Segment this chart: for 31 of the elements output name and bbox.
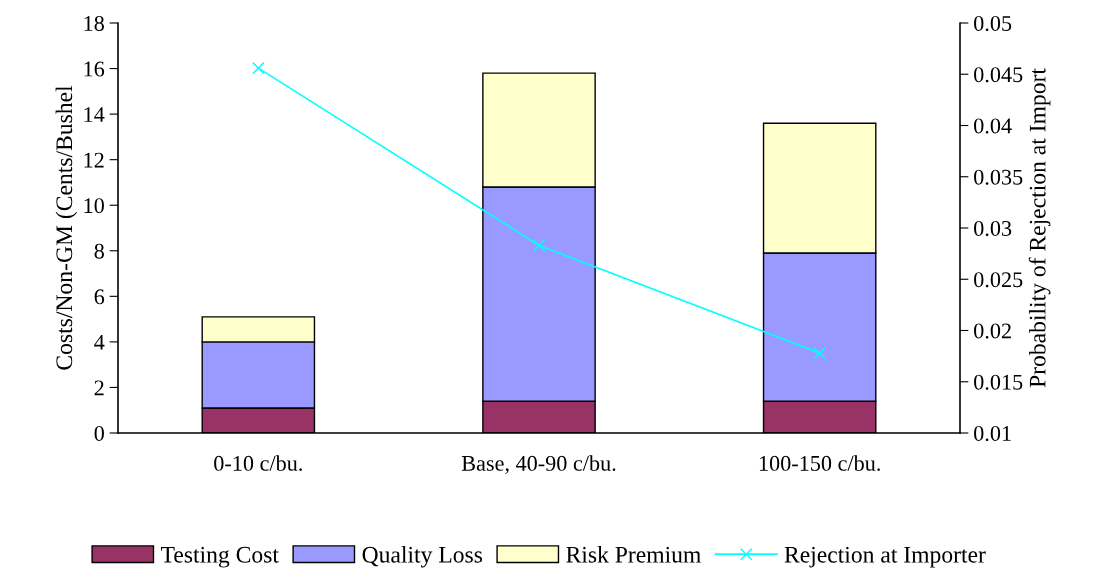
- y2-tick-label: 0.015: [974, 374, 1023, 390]
- point: [252, 61, 265, 75]
- x-tick-label: 100-150 c/bu.: [759, 455, 880, 471]
- y-axis-title: Costs/Non-GM (Cents/Bushel: [55, 85, 78, 370]
- y2-tick-label: 0.025: [974, 272, 1023, 288]
- legend-label: Testing Cost: [161, 546, 279, 568]
- y2-tick-label: 0.01: [974, 425, 1011, 442]
- y-tick-label: 10: [84, 198, 104, 214]
- legend-label: Rejection at Importer: [784, 546, 986, 568]
- x-tick-label: Base, 40-90 c/bu.: [461, 455, 616, 475]
- y-tick-label: 4: [94, 334, 105, 350]
- y2-tick-label: 0.05: [974, 15, 1012, 32]
- y2-axis-title: Probability of Rejection at Import: [1028, 68, 1051, 388]
- y-tick-label: 2: [94, 380, 104, 396]
- y2-tick-label: 0.035: [974, 169, 1023, 185]
- y2-tick-label: 0.045: [974, 67, 1023, 83]
- y-tick-label: 0: [94, 425, 104, 441]
- y-tick-label: 16: [84, 61, 105, 77]
- y-tick-label: 6: [94, 289, 105, 305]
- y2-tick-label: 0.02: [974, 323, 1011, 339]
- point: [532, 239, 546, 252]
- x-tick-label: 0-10 c/bu.: [214, 455, 302, 471]
- y-tick-label: 14: [84, 107, 105, 122]
- y2-tick-label: 0.04: [974, 118, 1012, 134]
- legend-label: Risk Premium: [566, 546, 701, 563]
- y2-tick-label: 0.03: [974, 220, 1012, 237]
- legend-label: Quality Loss: [362, 546, 483, 568]
- y-tick-label: 12: [84, 152, 104, 168]
- y-tick-label: 8: [94, 243, 104, 259]
- y-tick-label: 18: [84, 15, 104, 31]
- point: [813, 346, 826, 360]
